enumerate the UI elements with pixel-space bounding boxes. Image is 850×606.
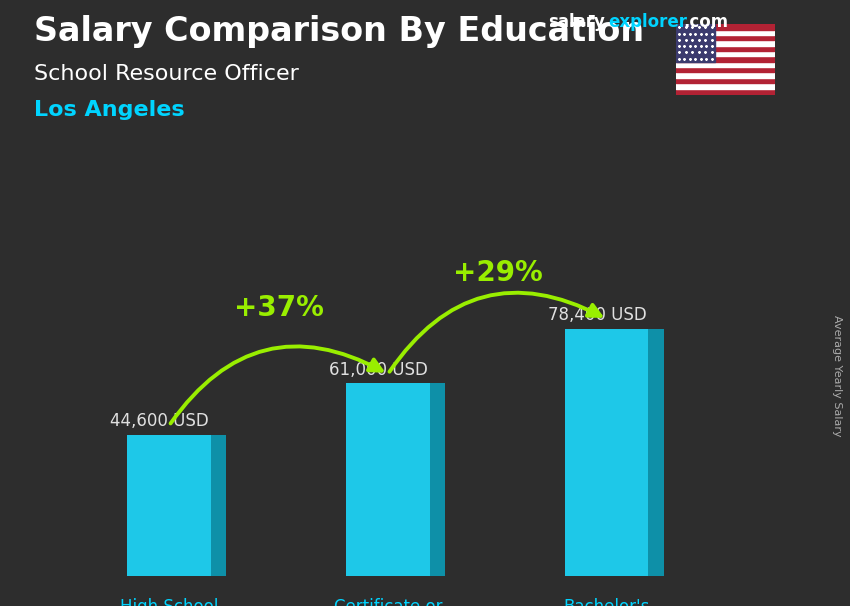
Text: 78,400 USD: 78,400 USD [547, 306, 647, 324]
Polygon shape [649, 328, 664, 576]
Text: High School: High School [120, 598, 218, 606]
Text: School Resource Officer: School Resource Officer [34, 64, 299, 84]
Polygon shape [429, 384, 445, 576]
Text: salary: salary [548, 13, 605, 32]
Bar [346, 384, 429, 576]
Text: +29%: +29% [452, 259, 542, 287]
Polygon shape [211, 435, 226, 576]
Text: explorer: explorer [609, 13, 688, 32]
Text: +37%: +37% [234, 294, 323, 322]
Text: Certificate or
Diploma: Certificate or Diploma [334, 598, 442, 606]
Bar [128, 435, 211, 576]
Bar [565, 328, 649, 576]
Text: Los Angeles: Los Angeles [34, 100, 184, 120]
Text: Salary Comparison By Education: Salary Comparison By Education [34, 15, 644, 48]
Text: 61,000 USD: 61,000 USD [329, 361, 428, 379]
Text: 44,600 USD: 44,600 USD [110, 413, 208, 430]
Text: Bachelor's
Degree: Bachelor's Degree [564, 598, 650, 606]
Text: Average Yearly Salary: Average Yearly Salary [832, 315, 842, 436]
Text: .com: .com [683, 13, 728, 32]
